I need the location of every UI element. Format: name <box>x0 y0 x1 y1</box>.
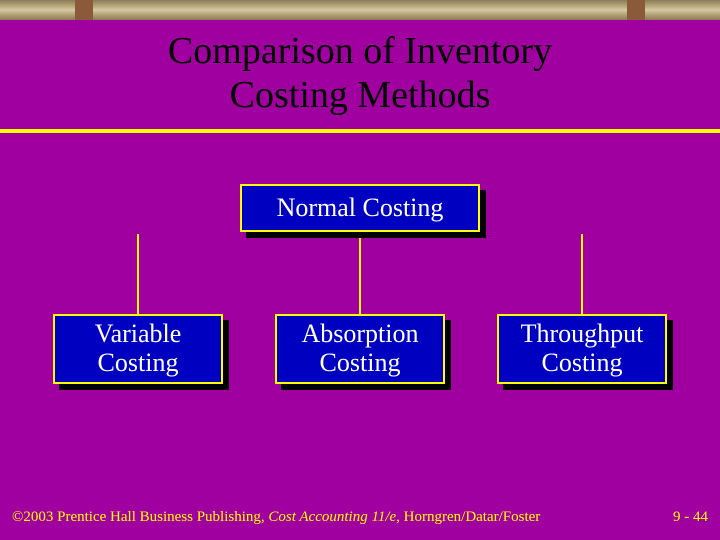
child-label-1: Variable Costing <box>95 320 182 377</box>
title-line-1: Comparison of Inventory <box>168 30 552 72</box>
connector-vert-center <box>359 234 361 314</box>
copyright: ©2003 Prentice Hall Business Publishing,… <box>12 509 540 526</box>
child-box-throughput: Throughput Costing <box>497 314 667 384</box>
child-box-absorption: Absorption Costing <box>275 314 445 384</box>
title-divider <box>0 129 720 133</box>
connector-vert-left <box>137 234 139 314</box>
child-label-3: Throughput Costing <box>521 320 644 377</box>
slide: Comparison of Inventory Costing Methods … <box>0 0 720 540</box>
footer: ©2003 Prentice Hall Business Publishing,… <box>12 509 708 526</box>
connector-vert-right <box>581 234 583 314</box>
slide-title: Comparison of Inventory Costing Methods <box>0 20 720 117</box>
decorative-topbar <box>0 0 720 20</box>
copyright-suffix: Horngren/Datar/Foster <box>400 509 540 525</box>
child-label-2: Absorption Costing <box>302 320 419 377</box>
parent-label: Normal Costing <box>277 194 444 223</box>
title-line-2: Costing Methods <box>230 74 491 116</box>
copyright-prefix: ©2003 Prentice Hall Business Publishing, <box>12 509 268 525</box>
child-box-variable: Variable Costing <box>53 314 223 384</box>
copyright-italic: Cost Accounting 11/e, <box>268 509 400 525</box>
parent-box: Normal Costing <box>240 184 480 232</box>
slide-background: Comparison of Inventory Costing Methods … <box>0 20 720 540</box>
page-number: 9 - 44 <box>673 509 708 526</box>
